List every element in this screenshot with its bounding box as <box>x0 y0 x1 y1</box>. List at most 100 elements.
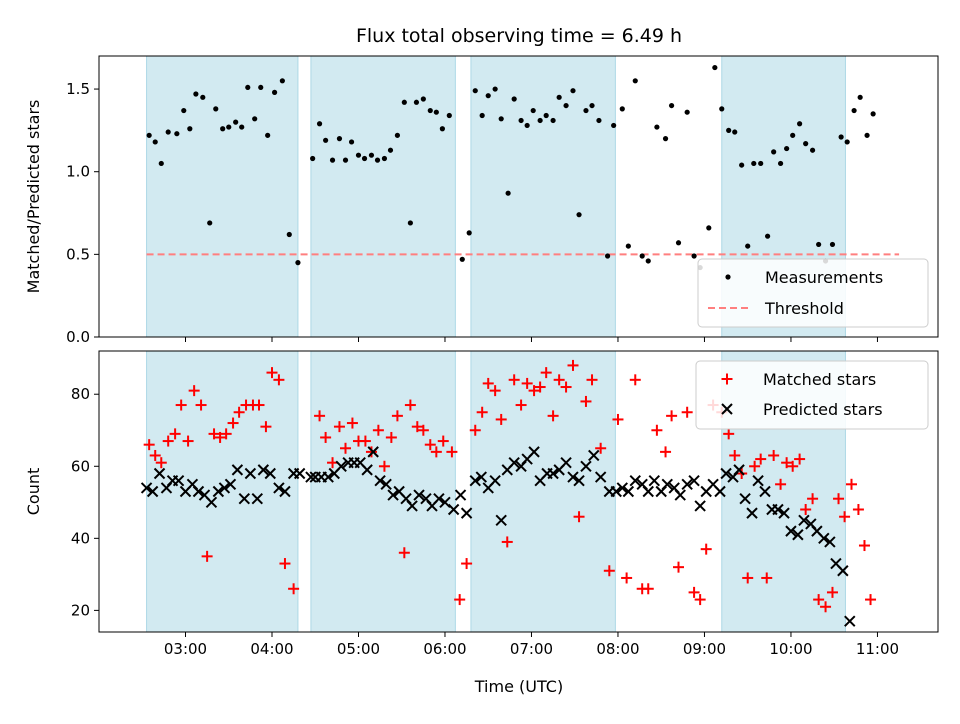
x-stroke-b <box>495 514 507 527</box>
matched-star-point <box>673 561 685 573</box>
y-tick-label: 20 <box>71 601 90 619</box>
matched-star-point <box>826 586 838 598</box>
x-stroke-b <box>805 518 817 530</box>
x-stroke-b <box>172 474 185 487</box>
x-stroke-b <box>380 478 392 491</box>
x-stroke-b <box>674 489 686 501</box>
predicted-star-point <box>594 471 607 483</box>
predicted-star-point <box>622 485 635 498</box>
chart-title: Flux total observing time = 6.49 h <box>356 25 682 47</box>
predicted-star-point <box>720 467 732 480</box>
matched-star-point <box>314 410 326 422</box>
measurement-point <box>765 233 771 239</box>
x-tick-label: 06:00 <box>423 640 466 658</box>
predicted-star-point <box>273 482 285 494</box>
predicted-star-point <box>293 467 306 480</box>
measurement-point <box>200 94 206 100</box>
measurement-point <box>726 127 732 133</box>
matched-star-point <box>768 449 780 461</box>
measurement-point <box>239 124 245 130</box>
predicted-star-point <box>140 482 153 494</box>
matched-star-point <box>528 385 540 397</box>
matched-star-point <box>761 572 773 584</box>
matched-star-point <box>143 439 155 451</box>
matched-star-point <box>260 421 272 433</box>
matched-star-point <box>595 442 607 454</box>
measurement-point <box>857 94 863 100</box>
measurement-point <box>645 258 651 264</box>
matched-star-point <box>359 435 371 447</box>
matched-star-point <box>404 399 416 411</box>
measurement-point <box>361 155 368 162</box>
matched-star-point <box>320 431 332 443</box>
measurement-point <box>286 231 292 238</box>
measurement-point <box>439 126 445 132</box>
x-stroke-b <box>721 403 733 415</box>
measurement-point <box>745 243 751 249</box>
predicted-star-point <box>447 503 460 516</box>
matched-star-point <box>489 385 501 397</box>
measurement-point <box>732 129 738 135</box>
matched-star-point <box>501 536 513 548</box>
matched-star-point <box>729 449 741 461</box>
predicted-star-point <box>153 467 166 480</box>
x-tick-label: 05:00 <box>337 640 380 658</box>
predicted-star-point <box>251 492 263 505</box>
predicted-star-point <box>648 474 661 487</box>
measurement-point <box>459 256 465 262</box>
measurement-point <box>316 121 323 127</box>
predicted-star-point <box>573 474 585 487</box>
x-stroke-b <box>629 474 641 487</box>
measurement-point <box>479 112 485 119</box>
x-stroke-b <box>573 474 585 487</box>
predicted-star-point <box>688 474 700 487</box>
legend-matched-label: Matched stars <box>763 370 876 389</box>
x-stroke-b <box>279 485 291 498</box>
predicted-star-point <box>489 474 501 487</box>
matched-star-point <box>385 431 397 443</box>
measurement-point <box>433 109 439 115</box>
x-stroke-b <box>528 446 540 458</box>
matched-star-point <box>666 410 678 422</box>
legend-predicted-label: Predicted stars <box>763 400 883 419</box>
matched-star-point <box>553 374 565 386</box>
x-stroke-b <box>186 478 199 491</box>
predicted-star-point <box>374 474 386 487</box>
matched-star-point <box>865 594 877 606</box>
measurement-point <box>472 88 478 94</box>
x-tick-label: 10:00 <box>769 640 812 658</box>
matched-star-point <box>461 558 473 570</box>
matched-star-point <box>775 478 787 490</box>
predicted-star-point <box>387 489 399 501</box>
measurement-point <box>838 134 844 140</box>
matched-star-point <box>660 446 672 458</box>
measurement-point <box>809 147 816 153</box>
measurement-point <box>675 240 682 246</box>
y-tick-label: 0.0 <box>66 328 90 346</box>
matched-star-point <box>573 511 585 523</box>
measurement-point <box>706 225 712 231</box>
matched-star-point <box>567 359 579 371</box>
x-stroke-b <box>400 492 412 505</box>
matched-star-point <box>651 424 663 436</box>
x-stroke-b <box>668 482 680 494</box>
measurement-point <box>758 160 764 167</box>
x-tick-label: 03:00 <box>164 640 207 658</box>
matched-star-point <box>266 367 278 379</box>
x-stroke-b <box>837 565 849 577</box>
x-stroke-b <box>433 492 445 505</box>
matched-star-point <box>273 374 285 386</box>
matched-star-point <box>476 406 488 418</box>
x-stroke-b <box>447 503 460 516</box>
matched-star-point <box>430 446 442 458</box>
x-stroke-b <box>420 492 432 505</box>
matched-star-point <box>621 572 633 584</box>
predicted-star-point <box>454 489 467 501</box>
x-stroke-b <box>508 456 520 469</box>
x-tick-label: 09:00 <box>683 640 726 658</box>
matched-star-point <box>700 543 712 555</box>
predicted-star-point <box>610 485 622 498</box>
predicted-star-point <box>279 485 291 498</box>
matched-star-point <box>195 399 207 411</box>
matched-star-point <box>721 373 733 385</box>
